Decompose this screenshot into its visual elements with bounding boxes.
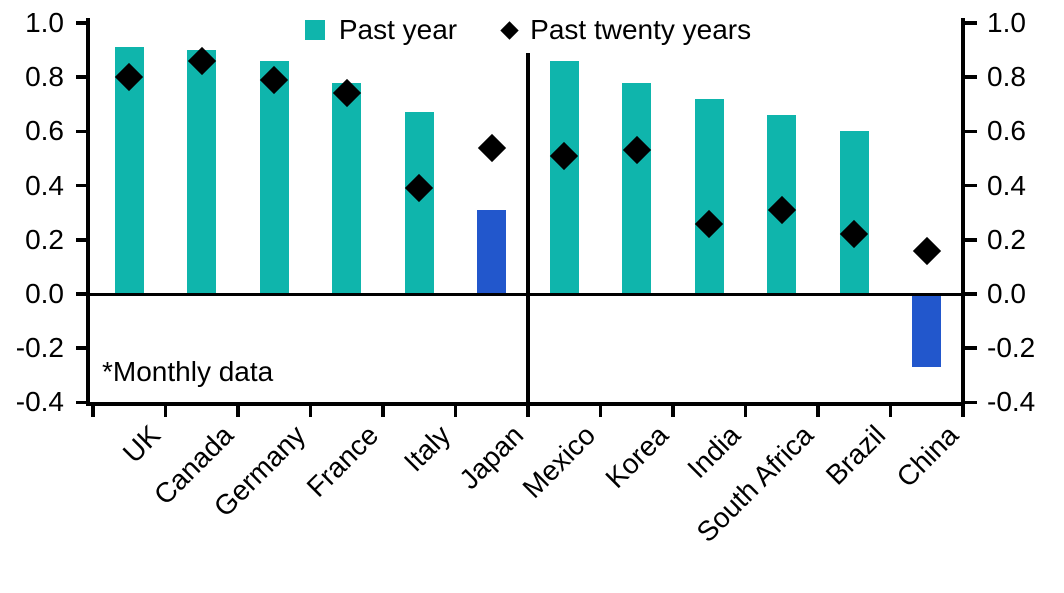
left-axis-label: 1.0 — [25, 7, 64, 38]
right-axis-tick — [964, 21, 977, 25]
bar-Canada — [187, 50, 217, 294]
right-axis-tick — [964, 400, 977, 405]
bottom-axis-tick — [888, 402, 893, 417]
bar-China — [912, 294, 942, 368]
right-axis-label: -0.4 — [987, 386, 1036, 418]
bar-Japan — [477, 209, 507, 294]
left-axis-tick — [76, 346, 89, 350]
chart-legend: Past year Past twenty years — [93, 12, 963, 48]
left-axis — [86, 18, 90, 406]
past-twenty-years-diamond-icon — [500, 20, 519, 40]
left-axis-tick — [76, 183, 89, 188]
bottom-axis — [86, 402, 965, 406]
bottom-axis-tick — [163, 402, 168, 417]
bottom-axis-tick — [961, 402, 965, 417]
bottom-axis-tick — [526, 402, 530, 417]
past-year-swatch-icon — [304, 20, 325, 40]
left-axis-label: 0.6 — [25, 115, 64, 147]
bottom-axis-tick — [671, 402, 675, 417]
left-axis-tick — [76, 292, 89, 296]
legend-item-past-year: Past year — [304, 14, 458, 46]
left-axis-tick — [76, 400, 89, 405]
bar-India — [694, 98, 724, 294]
bottom-axis-tick — [381, 402, 385, 417]
right-axis-label: 0.2 — [987, 223, 1026, 255]
left-axis-label: -0.4 — [15, 386, 64, 418]
bar-Italy — [404, 112, 434, 294]
bottom-axis-tick — [236, 402, 240, 417]
marker-China — [912, 236, 941, 265]
bottom-axis-tick — [453, 402, 458, 417]
bottom-axis-tick — [816, 402, 820, 417]
right-axis-tick — [964, 75, 977, 79]
right-axis-label: -0.2 — [987, 332, 1036, 364]
monthly-data-note: *Monthly data — [102, 356, 274, 387]
right-axis-tick — [964, 238, 977, 242]
legend-label-past-twenty-years: Past twenty years — [530, 14, 752, 45]
left-axis-label: 0.8 — [25, 61, 64, 93]
panel-divider — [526, 53, 530, 402]
right-axis-tick — [964, 129, 977, 134]
right-axis-label: 0.4 — [987, 169, 1026, 201]
marker-Japan — [477, 133, 506, 162]
left-axis-tick — [76, 129, 89, 134]
right-axis-label: 0.0 — [987, 278, 1026, 309]
right-axis-tick — [964, 183, 977, 188]
left-axis-label: 0.4 — [25, 169, 64, 201]
legend-label-past-year: Past year — [338, 14, 458, 45]
right-axis — [961, 18, 965, 406]
bar-Brazil — [839, 131, 869, 294]
legend-item-past-twenty-years: Past twenty years — [500, 14, 752, 46]
left-axis-label: 0.0 — [25, 278, 64, 309]
right-axis-label: 1.0 — [987, 7, 1026, 38]
right-axis-label: 0.6 — [987, 115, 1026, 147]
bar-Germany — [259, 60, 289, 294]
bottom-axis-tick — [308, 402, 313, 417]
bar-France — [332, 82, 362, 294]
bottom-axis-tick — [743, 402, 748, 417]
bottom-axis-tick — [91, 402, 95, 417]
right-axis-label: 0.8 — [987, 61, 1026, 93]
left-axis-label: 0.2 — [25, 223, 64, 255]
left-axis-tick — [76, 21, 89, 25]
right-axis-tick — [964, 346, 977, 350]
bottom-axis-tick — [598, 402, 603, 417]
zero-line — [90, 292, 961, 296]
bar-Mexico — [549, 60, 579, 294]
left-axis-tick — [76, 238, 89, 242]
left-axis-label: -0.2 — [15, 332, 64, 364]
bar-Korea — [622, 82, 652, 294]
right-axis-tick — [964, 292, 977, 296]
left-axis-tick — [76, 75, 89, 79]
